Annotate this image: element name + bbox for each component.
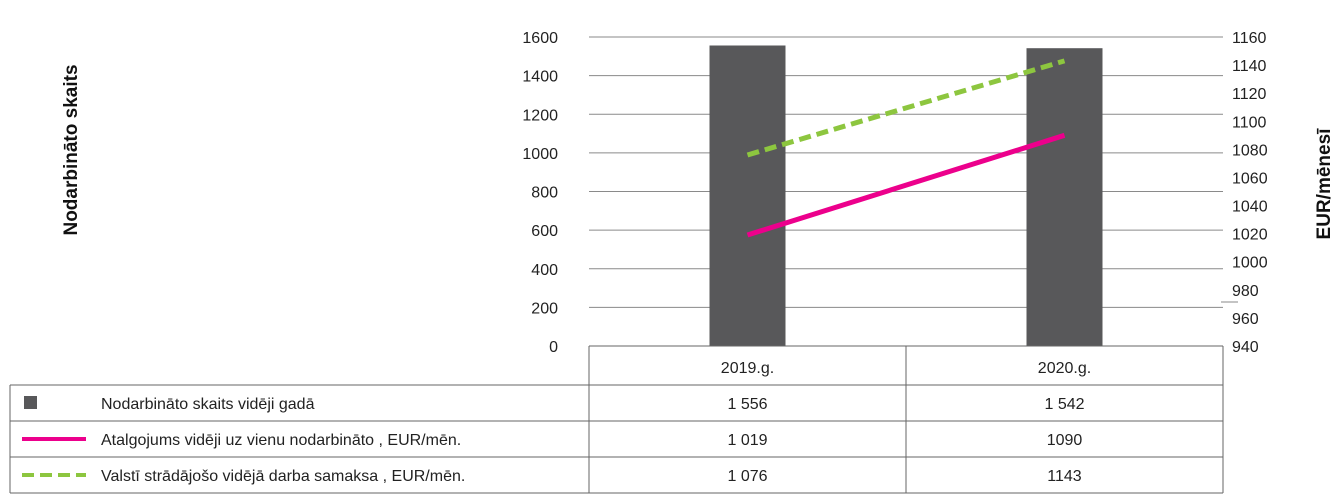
- series-line: [746, 58, 1066, 158]
- right-tick-label: 1140: [1232, 58, 1267, 75]
- right-tick-label: 1000: [1232, 255, 1268, 272]
- right-tick-label: 1020: [1232, 227, 1268, 244]
- data-label: 1090: [1047, 432, 1083, 449]
- series-line: [746, 132, 1066, 238]
- right-axis-ticks: 940 960 980 1000 1020 1040 1060 1080 1100 1120 114…: [1232, 30, 1268, 356]
- series-name: Atalgojums vidēji uz vienu nodarbināto ,…: [101, 432, 461, 449]
- data-label: 1 542: [1044, 396, 1084, 413]
- left-tick-label: 1000: [522, 146, 558, 163]
- right-tick-label: 960: [1232, 311, 1259, 328]
- left-tick-label: 1400: [522, 69, 558, 86]
- category-label: 2019.g.: [721, 360, 774, 377]
- right-tick-label: 1060: [1232, 170, 1268, 187]
- data-label: 1 556: [727, 396, 767, 413]
- series-name: Nodarbināto skaits vidēji gadā: [101, 396, 315, 413]
- left-tick-label: 1200: [522, 107, 558, 124]
- data-label: 1 076: [727, 468, 767, 485]
- left-axis-ticks: 0 200 400 600 800 1000 1200 1400 1600: [522, 30, 558, 356]
- data-table: 2019.g. 2020.g. Nodarbināto skaits vidēji …: [9, 345, 1224, 494]
- right-tick-label: 940: [1232, 339, 1259, 356]
- left-tick-label: 1600: [522, 30, 558, 47]
- legend-swatch-square: [24, 396, 37, 409]
- right-tick-label: 980: [1232, 283, 1259, 300]
- series-lines: [746, 58, 1066, 238]
- right-tick-label: 1160: [1232, 30, 1267, 47]
- gridlines: [589, 36, 1238, 308]
- left-tick-label: 800: [531, 185, 558, 202]
- left-tick-label: 200: [531, 300, 558, 317]
- right-tick-label: 1040: [1232, 199, 1268, 216]
- left-axis-title: Nodarbināto skaits: [61, 64, 82, 235]
- right-tick-label: 1080: [1232, 142, 1268, 159]
- right-tick-label: 1100: [1232, 114, 1267, 131]
- right-tick-label: 1120: [1232, 86, 1267, 103]
- bars: [709, 45, 1103, 347]
- left-tick-label: 600: [531, 223, 558, 240]
- right-axis-title: EUR/mēnesī: [1314, 128, 1335, 240]
- data-label: 1 019: [727, 432, 767, 449]
- bar: [1026, 48, 1103, 347]
- data-label: 1143: [1047, 468, 1082, 485]
- left-tick-label: 0: [549, 339, 558, 356]
- series-name: Valstī strādājošo vidējā darba samaksa ,…: [101, 468, 465, 485]
- bar: [709, 45, 786, 347]
- left-tick-label: 400: [531, 262, 558, 279]
- category-label: 2020.g.: [1038, 360, 1091, 377]
